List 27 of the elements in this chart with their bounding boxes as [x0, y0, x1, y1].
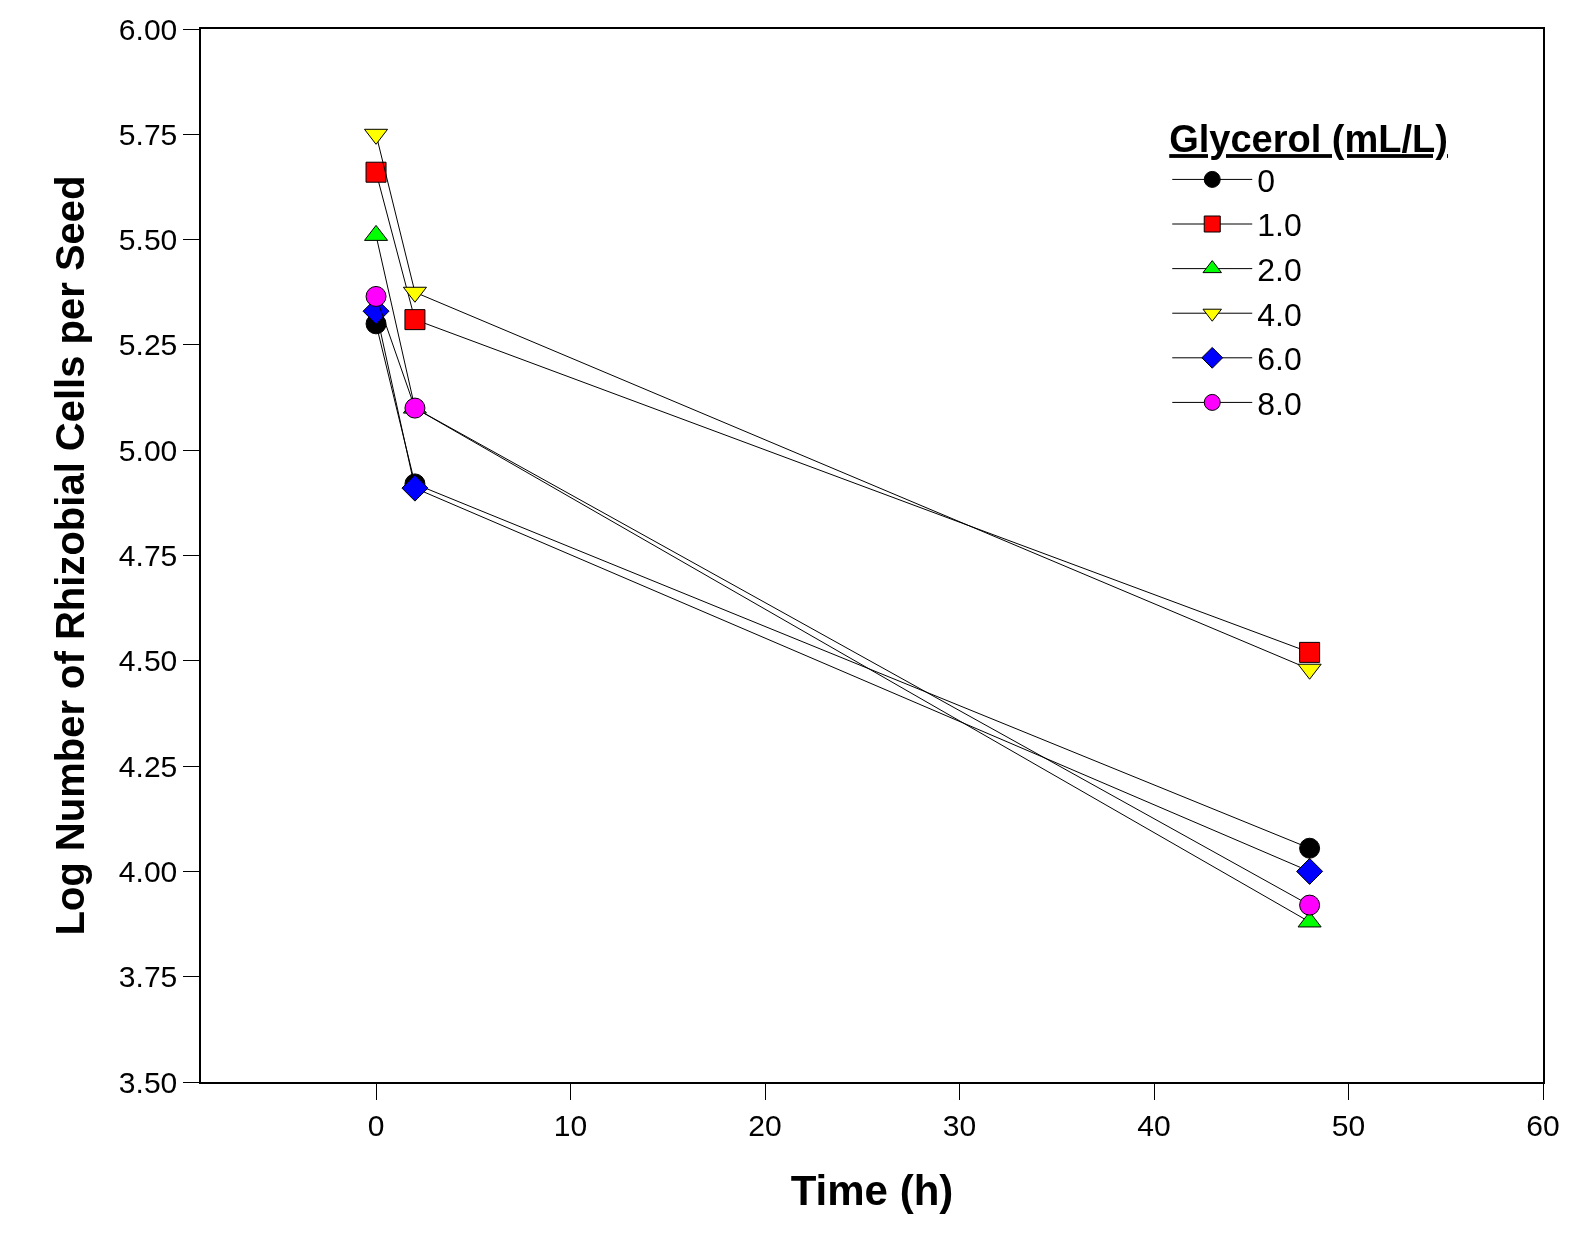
legend-label: 2.0 [1257, 252, 1302, 289]
y-tick-label: 4.00 [118, 854, 178, 888]
legend-label: 4.0 [1257, 296, 1302, 333]
legend-label: 0 [1257, 162, 1276, 199]
x-tick-label: 0 [367, 1108, 385, 1142]
y-tick-label: 5.00 [118, 433, 178, 467]
x-axis-title: Time (h) [790, 1167, 954, 1215]
y-tick-label: 3.50 [118, 1065, 178, 1099]
y-tick-label: 3.75 [118, 960, 178, 994]
x-tick-label: 60 [1526, 1108, 1560, 1142]
y-tick-label: 4.50 [118, 644, 178, 678]
x-tick-label: 40 [1137, 1108, 1171, 1142]
y-tick-label: 4.75 [118, 539, 178, 572]
x-tick-label: 20 [748, 1108, 782, 1142]
x-tick-label: 10 [553, 1108, 588, 1142]
y-tick-label: 5.25 [118, 328, 178, 362]
y-tick-label: 4.25 [118, 749, 178, 783]
y-tick-label: 5.50 [118, 223, 178, 257]
legend-title: Glycerol (mL/L) [1169, 118, 1448, 161]
y-tick-label: 5.75 [118, 117, 178, 151]
x-tick-label: 50 [1331, 1108, 1366, 1142]
x-tick-label: 30 [942, 1108, 977, 1142]
legend-label: 6.0 [1257, 341, 1302, 378]
legend-label: 8.0 [1257, 385, 1302, 422]
legend-label: 1.0 [1257, 207, 1302, 244]
y-tick-label: 6.00 [118, 12, 178, 46]
y-axis-title: Log Number of Rhizobial Cells per Seed [47, 175, 92, 936]
